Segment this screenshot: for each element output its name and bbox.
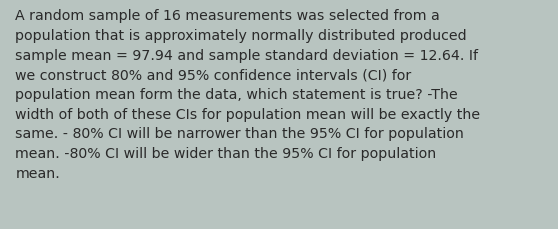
Text: A random sample of 16 measurements was selected from a
population that is approx: A random sample of 16 measurements was s… <box>16 9 480 180</box>
